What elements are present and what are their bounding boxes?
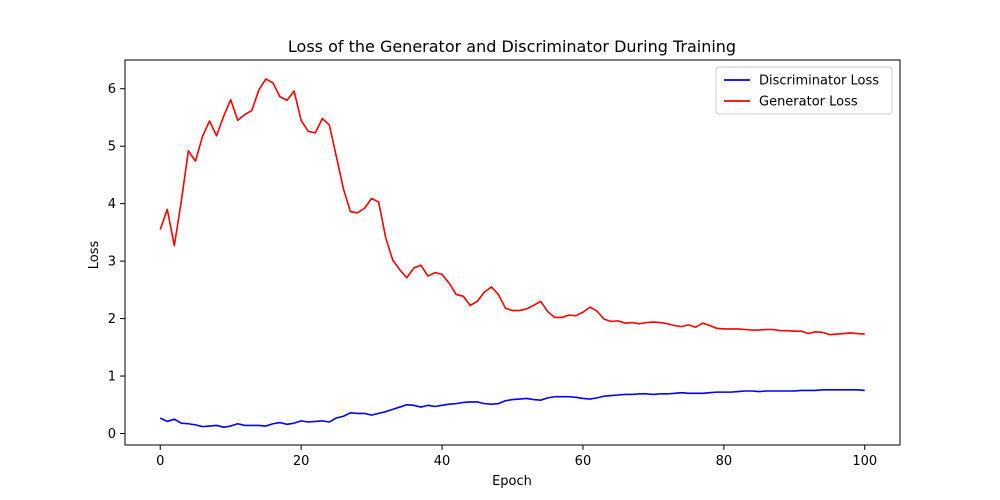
y-tick-label: 3 <box>108 255 116 270</box>
series-line-generator-loss <box>159 78 865 336</box>
y-tick-label: 6 <box>108 82 116 97</box>
y-tick-label: 4 <box>108 197 116 212</box>
plot-area: 0 20 40 60 80 100 0 1 2 3 4 5 6 <box>108 59 901 469</box>
y-tick-label: 5 <box>108 140 116 155</box>
y-axis-label: Loss <box>87 241 102 270</box>
legend-box <box>715 66 893 115</box>
x-tick-label: 40 <box>434 454 451 469</box>
x-tick-label: 100 <box>852 454 877 469</box>
legend: Discriminator Loss Generator Loss <box>715 66 893 115</box>
x-tick-label: 60 <box>575 454 592 469</box>
x-tick-label: 0 <box>156 454 164 469</box>
x-tick-label: 20 <box>293 454 310 469</box>
y-tick-label: 0 <box>108 427 116 442</box>
y-tick-label: 1 <box>108 370 116 385</box>
plot-frame <box>124 59 901 446</box>
legend-entry-label: Discriminator Loss <box>759 74 879 89</box>
x-axis-label: Epoch <box>492 474 532 489</box>
chart-title: Loss of the Generator and Discriminator … <box>288 37 736 56</box>
x-tick-label: 80 <box>716 454 733 469</box>
y-tick-label: 2 <box>108 312 116 327</box>
series-line-discriminator-loss <box>159 389 865 428</box>
legend-entry-label: Generator Loss <box>759 95 858 110</box>
